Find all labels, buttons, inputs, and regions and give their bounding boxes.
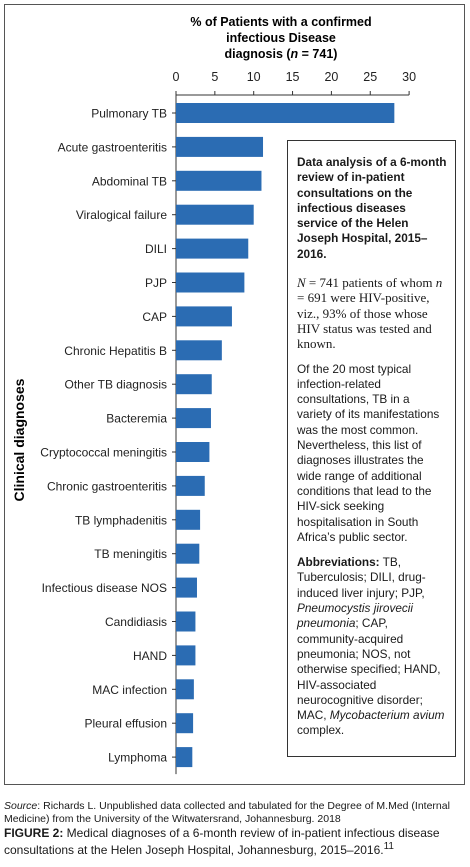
category-label: Chronic Hepatitis B — [64, 344, 167, 358]
bar — [176, 204, 254, 225]
category-label: HAND — [133, 649, 167, 663]
x-axis-title-line-3: diagnosis (n = 741) — [225, 47, 338, 61]
bar — [176, 103, 395, 123]
category-label: CAP — [142, 310, 167, 324]
bar — [176, 272, 245, 293]
bar — [176, 306, 232, 327]
category-label: Chronic gastroenteritis — [47, 479, 167, 493]
x-tick-label: 15 — [286, 70, 300, 84]
bar — [176, 170, 262, 191]
bar — [176, 543, 200, 564]
category-label: Pulmonary TB — [91, 107, 167, 121]
info-para-1b: = 691 were HIV-positive, viz., 93% of th… — [297, 290, 432, 352]
abbr-1: TB, Tuberculosis; DILI, drug-induced liv… — [297, 555, 426, 600]
caption-ref: 11 — [383, 841, 394, 852]
bar — [176, 679, 194, 700]
category-label: TB lymphadenitis — [75, 513, 167, 527]
info-n-total: N — [297, 275, 306, 291]
category-label: Lymphoma — [108, 751, 167, 765]
info-para-2: Of the 20 most typical infection-related… — [297, 361, 440, 544]
caption-text: Medical diagnoses of a 6-month review of… — [4, 826, 440, 857]
x-axis-title-line-1: % of Patients with a confirmed — [190, 15, 371, 29]
y-axis-title: Clinical diagnoses — [11, 378, 27, 501]
x-axis-title-part-b: = 741) — [298, 47, 337, 61]
chart-frame — [4, 4, 465, 785]
x-tick-label: 20 — [324, 70, 338, 84]
category-label: Viralogical failure — [76, 208, 167, 222]
x-tick-label: 10 — [247, 70, 261, 84]
category-label: MAC infection — [92, 683, 167, 697]
category-label: DILI — [145, 242, 167, 256]
bar — [176, 136, 264, 157]
bar — [176, 374, 212, 395]
x-axis-title-n: n — [291, 47, 299, 61]
x-tick-label: 25 — [363, 70, 377, 84]
figure-caption: FIGURE 2: Medical diagnoses of a 6-month… — [4, 826, 466, 857]
category-label: Bacteremia — [106, 412, 167, 426]
category-label: Candidiasis — [105, 615, 167, 629]
category-labels: Pulmonary TB Acute gastroenteritis Abdomin… — [40, 107, 176, 765]
bar-chart: % of Patients with a confirmed infectiou… — [11, 15, 416, 775]
info-abbreviations: Abbreviations: TB, Tuberculosis; DILI, d… — [297, 555, 447, 739]
bars — [176, 103, 395, 768]
info-para-1a: = 741 patients of whom — [305, 275, 436, 291]
info-n-hiv: n — [435, 275, 443, 291]
source-label: Source — [4, 800, 38, 812]
category-label: Cryptococcal meningitis — [40, 446, 167, 460]
source-text: : Richards L. Unpublished data collected… — [4, 800, 450, 825]
category-label: Acute gastroenteritis — [58, 140, 167, 154]
bar — [176, 475, 205, 496]
category-label: TB meningitis — [94, 547, 167, 561]
bar — [176, 713, 194, 734]
category-label: Other TB diagnosis — [65, 378, 168, 392]
category-label: Pleural effusion — [85, 717, 168, 731]
bar — [176, 238, 249, 259]
bar — [176, 442, 210, 462]
bar — [176, 340, 222, 361]
abbr-pjp: Pneumocystis jirovecii pneumonia — [297, 601, 414, 631]
bar — [176, 577, 197, 598]
x-axis-ticks: 0 5 10 15 20 25 30 — [173, 70, 416, 95]
category-label: Infectious disease NOS — [42, 581, 167, 595]
bar — [176, 509, 201, 530]
category-label: PJP — [145, 276, 167, 290]
info-para-1: N = 741 patients of whom n = 691 were HI… — [297, 275, 447, 351]
x-tick-label: 5 — [211, 70, 218, 84]
info-title: Data analysis of a 6-month review of in-… — [297, 155, 447, 261]
x-axis-title-part-a: diagnosis ( — [225, 47, 292, 61]
category-label: Abdominal TB — [92, 174, 167, 188]
bar — [176, 408, 211, 429]
abbr-2: ; CAP, community-acquired pneumonia; NOS… — [297, 616, 441, 723]
bar — [176, 747, 193, 768]
figure-number: FIGURE 2: — [4, 826, 64, 840]
info-box: Data analysis of a 6-month review of in-… — [287, 140, 456, 757]
x-axis-title-line-2: infectious Disease — [226, 31, 336, 45]
abbr-3: complex. — [297, 723, 345, 738]
abbr-label: Abbreviations: — [297, 555, 380, 570]
abbr-mac: Mycobacterium avium — [329, 708, 445, 723]
x-tick-label: 30 — [402, 70, 416, 84]
source-note: Source: Richards L. Unpublished data col… — [4, 800, 466, 826]
bar — [176, 645, 196, 666]
x-tick-label: 0 — [173, 70, 180, 84]
bar — [176, 611, 196, 632]
